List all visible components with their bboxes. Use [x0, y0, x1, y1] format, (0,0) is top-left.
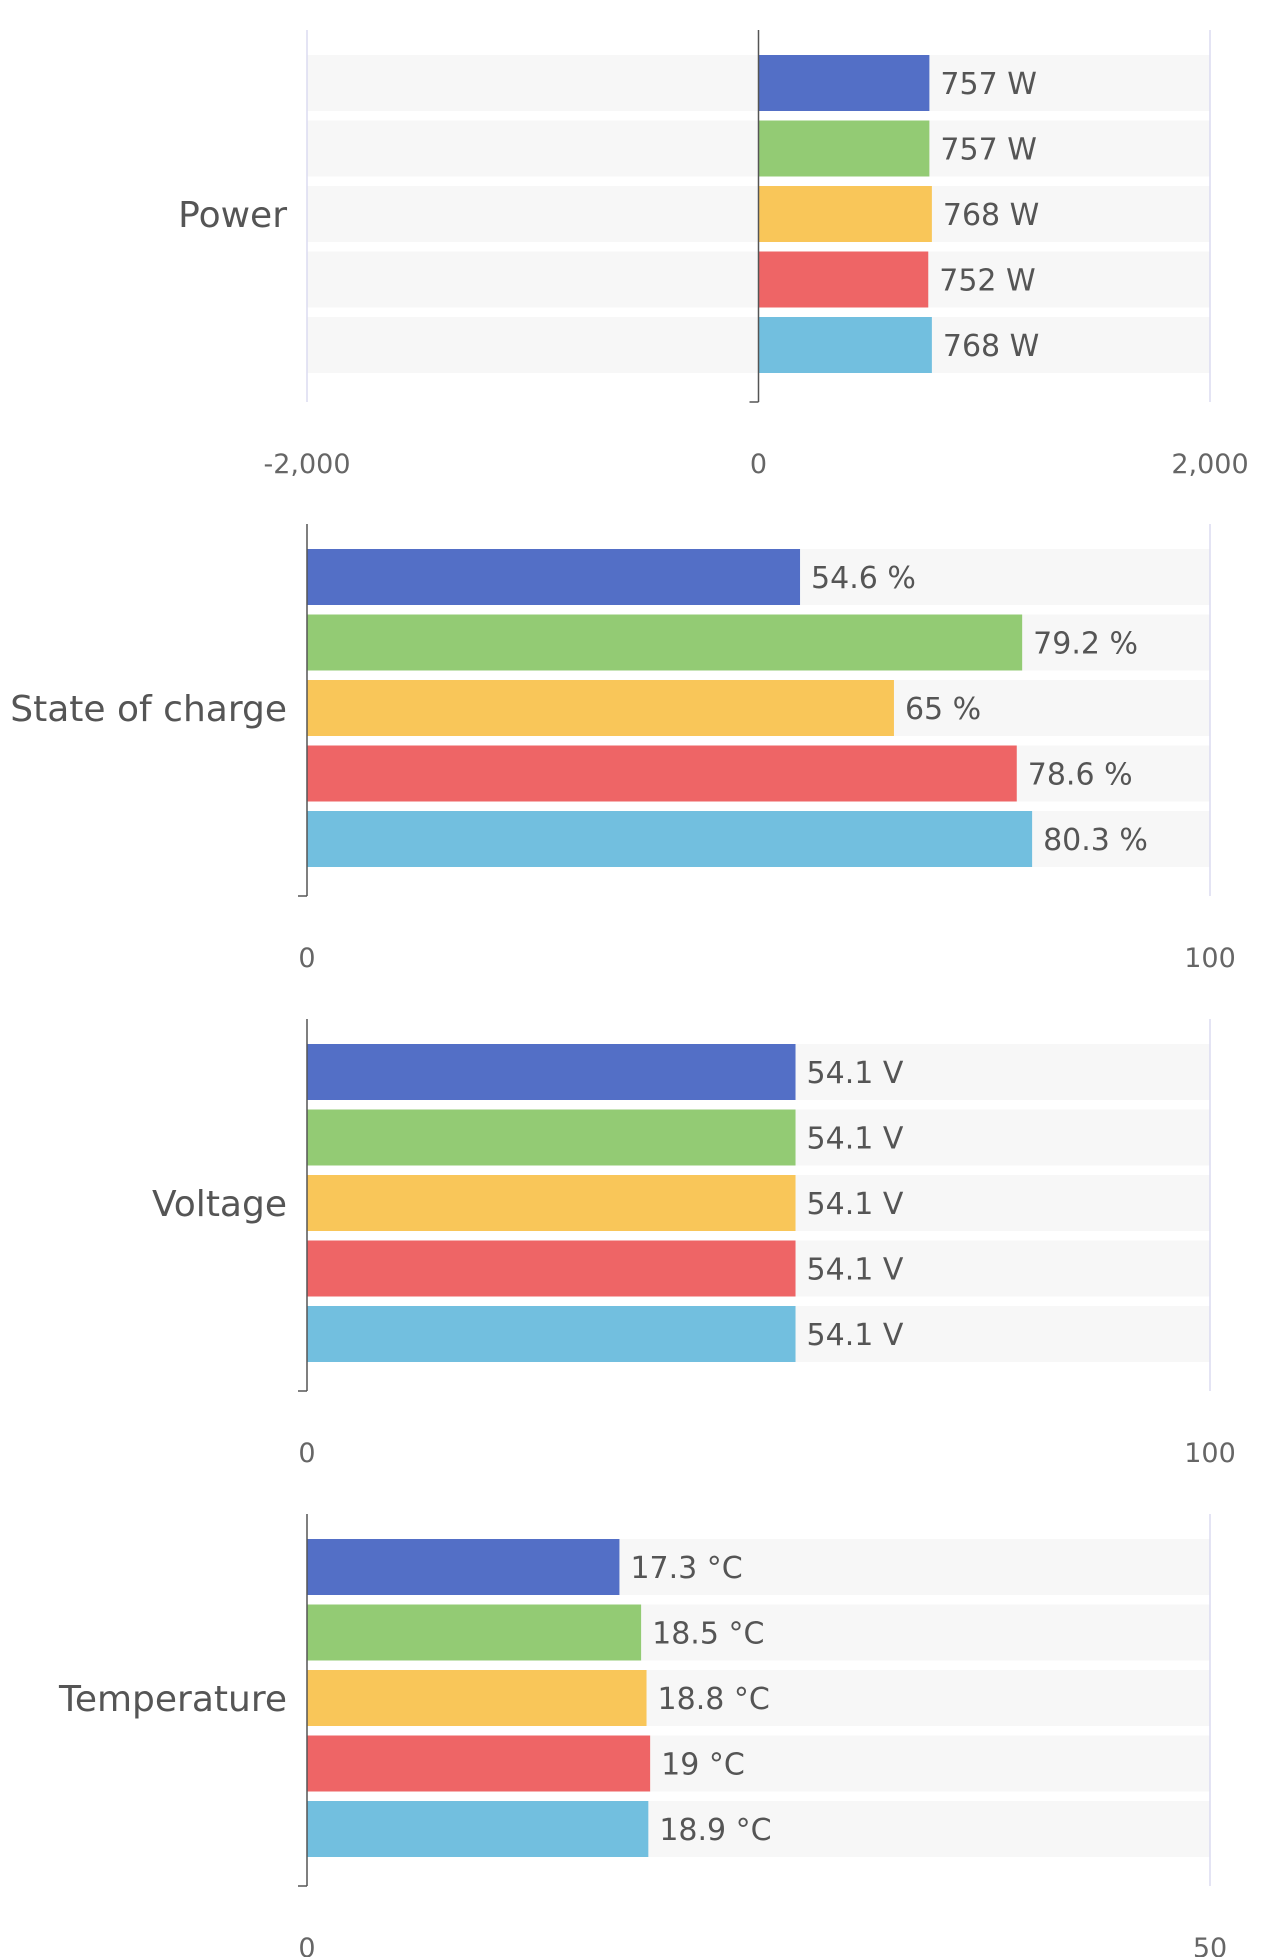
category-label: Temperature	[58, 1679, 287, 1720]
category-label: State of charge	[10, 689, 287, 730]
data-label: 18.5 °C	[652, 1617, 764, 1652]
bar	[307, 614, 1023, 671]
data-label: 54.1 V	[807, 1253, 904, 1288]
bar	[307, 549, 801, 605]
tick-label: 0	[298, 1933, 315, 1957]
data-label: 18.9 °C	[659, 1813, 771, 1848]
bar	[758, 186, 932, 242]
data-label: 768 W	[943, 329, 1039, 364]
bar	[758, 120, 930, 177]
data-label: 757 W	[940, 67, 1036, 102]
bar	[307, 811, 1033, 867]
chart-panel-3: Temperature 17.3 °C 18.5 °C 18.8 °C 19 °C 18.…	[58, 1514, 1227, 1957]
data-label: 54.6 %	[811, 561, 916, 596]
data-label: 757 W	[940, 133, 1036, 168]
category-label: Power	[178, 195, 287, 236]
chart-panel-1: State of charge 54.6 % 79.2 % 65 % 78.6 % 80.…	[10, 524, 1236, 974]
data-label: 768 W	[943, 198, 1039, 233]
data-label: 19 °C	[661, 1748, 745, 1783]
bar	[307, 1735, 651, 1792]
data-label: 79.2 %	[1033, 627, 1138, 662]
data-label: 17.3 °C	[630, 1551, 742, 1586]
data-label: 80.3 %	[1043, 823, 1148, 858]
bar	[758, 317, 932, 373]
data-label: 18.8 °C	[658, 1682, 770, 1717]
tick-label: 100	[1184, 943, 1236, 974]
data-label: 78.6 %	[1028, 758, 1133, 793]
bar	[307, 1539, 620, 1595]
bar	[758, 55, 930, 111]
category-label: Voltage	[152, 1184, 287, 1225]
bar	[307, 1801, 649, 1857]
chart-panel-0: Power 757 W 757 W 768 W 752 W 768 W -2,000 0 2,0…	[178, 30, 1249, 480]
data-label: 54.1 V	[807, 1318, 904, 1353]
tick-label: 0	[750, 449, 767, 480]
tick-label: 50	[1193, 1933, 1227, 1957]
bar	[307, 1604, 642, 1661]
bar	[307, 1044, 796, 1100]
chart-panel-2: Voltage 54.1 V 54.1 V 54.1 V 54.1 V 54.1 V 0 10…	[152, 1019, 1236, 1469]
data-label: 54.1 V	[807, 1056, 904, 1091]
bar	[307, 1670, 647, 1726]
bar	[307, 1175, 796, 1231]
data-label: 54.1 V	[807, 1187, 904, 1222]
tick-label: -2,000	[263, 449, 350, 480]
tick-label: 0	[298, 1438, 315, 1469]
tick-label: 0	[298, 943, 315, 974]
bar	[307, 1240, 796, 1297]
bar	[307, 680, 894, 736]
tick-label: 100	[1184, 1438, 1236, 1469]
bar	[307, 745, 1017, 802]
bar	[307, 1109, 796, 1166]
tick-label: 2,000	[1171, 449, 1248, 480]
data-label: 54.1 V	[807, 1122, 904, 1157]
bar	[307, 1306, 796, 1362]
data-label: 65 %	[905, 692, 981, 727]
bar	[758, 251, 929, 308]
data-label: 752 W	[939, 264, 1035, 299]
